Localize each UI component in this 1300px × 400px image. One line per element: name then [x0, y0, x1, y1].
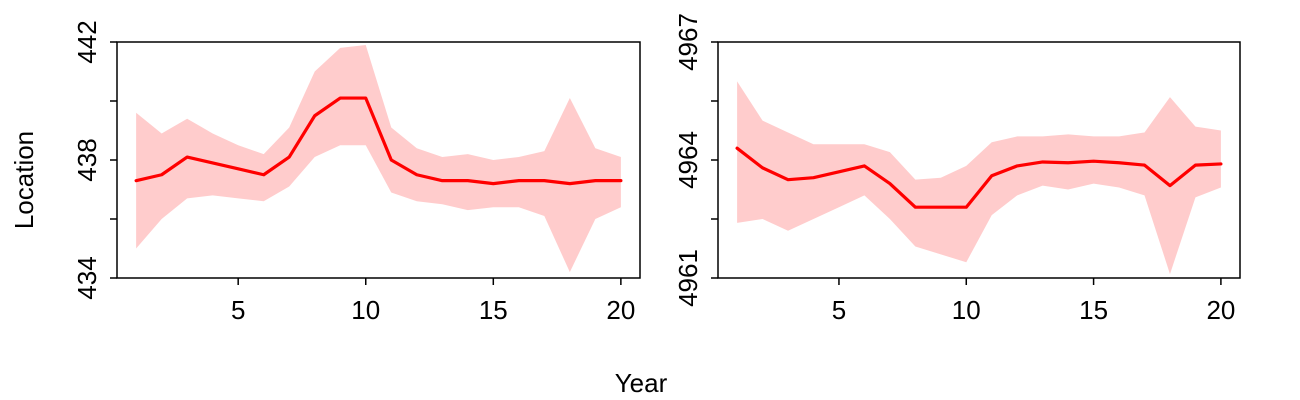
- x-tick-label: 5: [231, 295, 245, 325]
- y-tick-label: 4964: [673, 131, 703, 189]
- y-tick-label: 4967: [673, 13, 703, 71]
- y-tick-label: 442: [72, 20, 102, 63]
- panel-1: 5 10 15 20 434 438 442: [72, 20, 641, 325]
- confidence-band: [136, 44, 621, 273]
- x-tick-label: 20: [606, 295, 635, 325]
- x-tick-label: 20: [1206, 295, 1235, 325]
- x-axis-title: Year: [615, 368, 668, 398]
- series-line: [134, 96, 623, 186]
- y-axis-title: Location: [9, 131, 39, 229]
- panel-2: 5 10 15 20 4961 4964 4967: [673, 13, 1241, 325]
- x-tick-label: 10: [351, 295, 380, 325]
- x-tick-label: 15: [1079, 295, 1108, 325]
- y-tick-label: 434: [72, 256, 102, 299]
- x-tick-label: 5: [832, 295, 846, 325]
- y-tick-label: 438: [72, 138, 102, 181]
- x-tick-label: 10: [952, 295, 981, 325]
- x-tick-label: 15: [479, 295, 508, 325]
- y-tick-label: 4961: [673, 249, 703, 307]
- confidence-band: [737, 81, 1221, 275]
- series-line: [735, 146, 1223, 209]
